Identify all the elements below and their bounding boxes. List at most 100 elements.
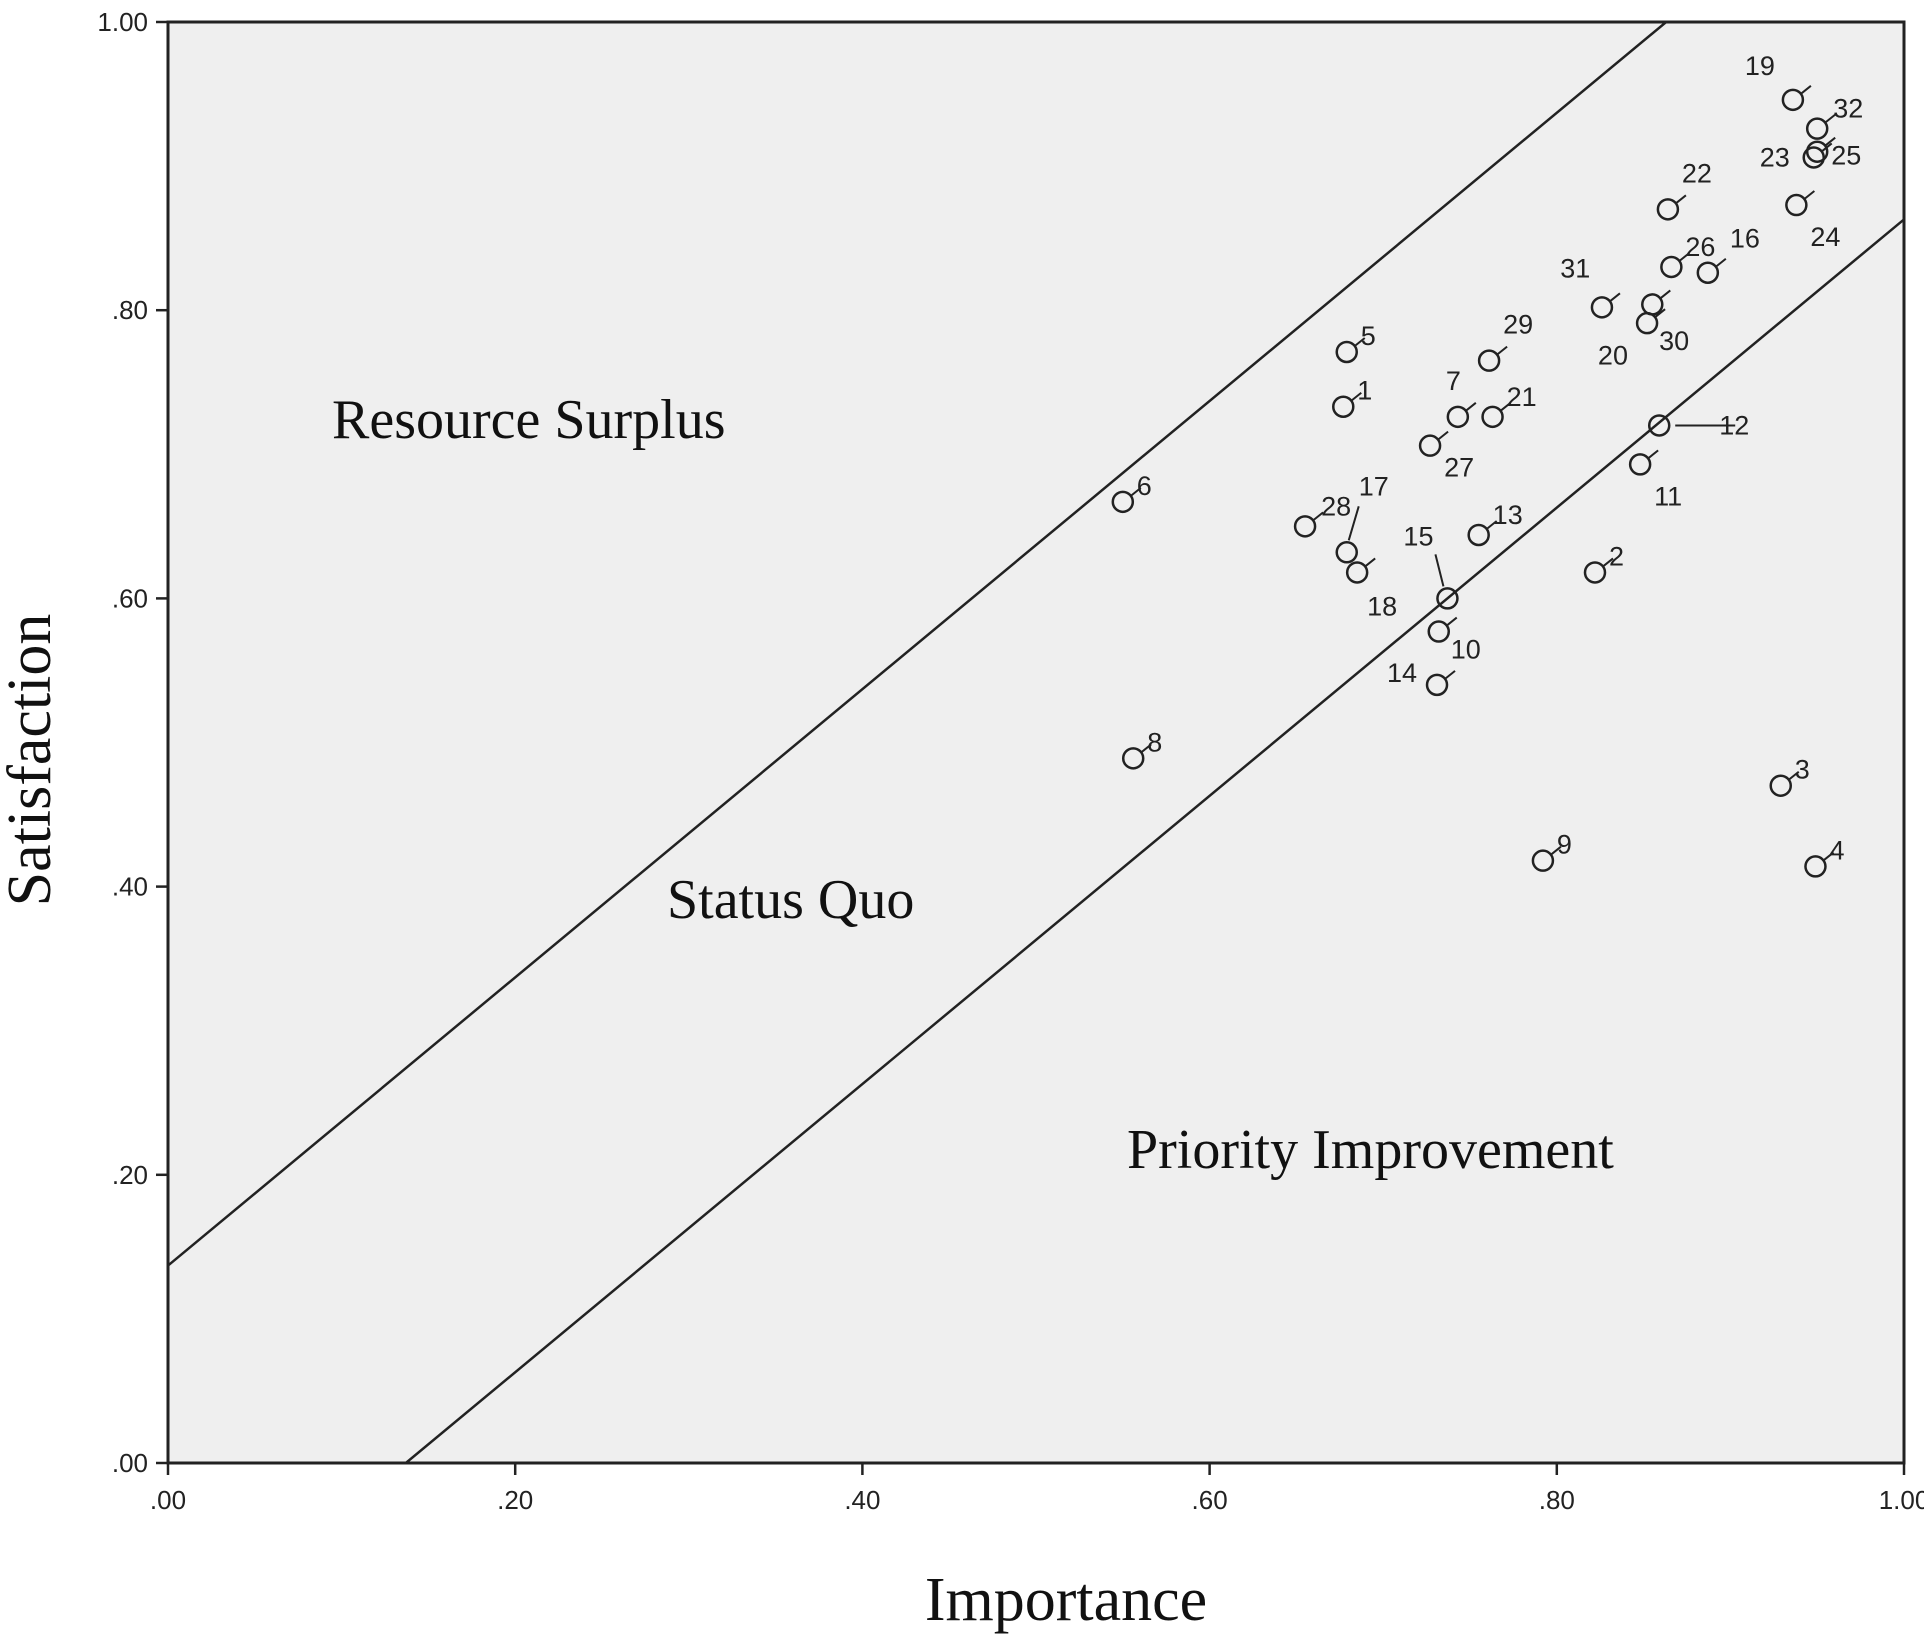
tick-connector-25 xyxy=(1824,136,1836,147)
data-point-12 xyxy=(1647,414,1671,437)
x-tick-label: 1.00 xyxy=(1879,1485,1924,1515)
point-label-24: 24 xyxy=(1810,222,1840,252)
point-label-21: 21 xyxy=(1507,382,1537,412)
data-point-1 xyxy=(1332,395,1355,418)
data-point-31 xyxy=(1641,293,1664,316)
point-label-8: 8 xyxy=(1147,727,1162,757)
tick-connector-7 xyxy=(1465,402,1477,412)
data-point-27 xyxy=(1418,434,1442,457)
point-label-15: 15 xyxy=(1403,521,1433,551)
x-tick-label: .60 xyxy=(1192,1485,1228,1515)
data-point-19 xyxy=(1781,88,1805,112)
point-label-32: 32 xyxy=(1833,94,1863,124)
tick-connector-8 xyxy=(1140,743,1152,754)
point-label-23: 23 xyxy=(1760,142,1790,172)
reference-line-1 xyxy=(168,22,1667,1267)
y-tick-label: 1.00 xyxy=(97,7,148,37)
point-label-17: 17 xyxy=(1359,471,1389,501)
data-point-23 xyxy=(1802,146,1825,169)
data-point-7 xyxy=(1446,405,1470,429)
data-point-24 xyxy=(1785,193,1808,217)
point-label-14: 14 xyxy=(1387,658,1417,688)
point-label-30: 30 xyxy=(1659,326,1689,356)
data-point-6 xyxy=(1111,490,1135,514)
tick-connector-13 xyxy=(1486,520,1498,530)
data-point-17 xyxy=(1335,541,1358,564)
point-label-26: 26 xyxy=(1685,232,1715,262)
point-label-2: 2 xyxy=(1609,541,1624,571)
data-point-29 xyxy=(1477,349,1501,372)
tick-connector-27 xyxy=(1437,430,1449,441)
tick-connector-18 xyxy=(1364,557,1376,568)
region-label-status-quo: Status Quo xyxy=(667,869,914,931)
data-point-32 xyxy=(1805,117,1829,140)
point-label-13: 13 xyxy=(1493,500,1523,530)
point-label-10: 10 xyxy=(1451,635,1481,665)
tick-connector-28 xyxy=(1312,511,1324,522)
x-tick-label: .00 xyxy=(150,1485,186,1515)
data-point-21 xyxy=(1481,405,1504,429)
data-point-9 xyxy=(1531,849,1555,872)
point-label-7: 7 xyxy=(1446,366,1461,396)
data-point-3 xyxy=(1769,774,1792,797)
tick-connector-6 xyxy=(1130,487,1142,497)
data-points: 1234567891011121314151617181920212223242… xyxy=(1111,51,1863,878)
tick-connector-1 xyxy=(1350,391,1362,402)
x-axis-title: Importance xyxy=(925,1566,1207,1634)
tick-connector-19 xyxy=(1800,85,1812,95)
point-label-31: 31 xyxy=(1560,253,1590,283)
tick-connector-9 xyxy=(1550,845,1562,856)
point-label-29: 29 xyxy=(1503,310,1533,340)
y-tick-label: .00 xyxy=(112,1448,148,1478)
point-label-11: 11 xyxy=(1654,481,1682,511)
point-label-25: 25 xyxy=(1831,141,1861,171)
reference-line-2 xyxy=(405,218,1904,1463)
data-point-11 xyxy=(1628,453,1652,476)
region-label-priority-improvement: Priority Improvement xyxy=(1127,1119,1614,1181)
point-label-4: 4 xyxy=(1829,835,1844,865)
tick-connector-20 xyxy=(1609,292,1621,303)
y-tick-label: .80 xyxy=(112,295,148,325)
reference-lines xyxy=(168,22,1904,1463)
tick-connector-4 xyxy=(1822,851,1835,862)
tick-connector-2 xyxy=(1602,557,1614,568)
point-label-5: 5 xyxy=(1361,321,1376,351)
point-label-20: 20 xyxy=(1598,340,1628,370)
tick-connector-30 xyxy=(1654,308,1666,318)
data-point-10 xyxy=(1427,620,1451,643)
point-label-3: 3 xyxy=(1795,755,1810,785)
x-tick-label: .80 xyxy=(1539,1485,1575,1515)
point-label-6: 6 xyxy=(1137,471,1152,501)
plot-area xyxy=(166,20,1906,1465)
tick-connector-11 xyxy=(1647,449,1659,460)
point-label-18: 18 xyxy=(1367,591,1397,621)
point-label-27: 27 xyxy=(1444,453,1474,483)
data-point-22 xyxy=(1656,198,1680,221)
tick-connector-29 xyxy=(1496,345,1508,356)
tick-connector-5 xyxy=(1354,337,1366,347)
data-point-26 xyxy=(1660,255,1683,279)
tick-connector-32 xyxy=(1824,113,1836,124)
tick-connector-24 xyxy=(1803,190,1815,200)
point-label-1: 1 xyxy=(1357,376,1372,406)
point-label-12: 12 xyxy=(1719,410,1749,440)
tick-connector-22 xyxy=(1675,194,1687,205)
y-tick-label: .20 xyxy=(112,1160,148,1190)
point-label-9: 9 xyxy=(1557,830,1572,860)
tick-connector-10 xyxy=(1446,616,1458,627)
data-point-18 xyxy=(1345,561,1369,584)
point-label-16: 16 xyxy=(1730,224,1760,254)
data-point-13 xyxy=(1467,523,1490,547)
data-point-14 xyxy=(1425,673,1449,697)
tick-connector-14 xyxy=(1444,670,1456,680)
x-tick-label: .40 xyxy=(844,1485,880,1515)
y-tick-label: .60 xyxy=(112,583,148,613)
tick-connector-26 xyxy=(1678,252,1691,262)
axis-ticks: .00 .20 .40 .60 .80 1.00 .00 .20 .40 .60 .80 1.00 xyxy=(97,7,1924,1515)
data-point-5 xyxy=(1335,340,1358,364)
tick-connector-31 xyxy=(1659,289,1671,300)
x-tick-label: .20 xyxy=(497,1485,533,1515)
tick-connector-3 xyxy=(1788,770,1800,781)
y-tick-label: .40 xyxy=(112,872,148,902)
